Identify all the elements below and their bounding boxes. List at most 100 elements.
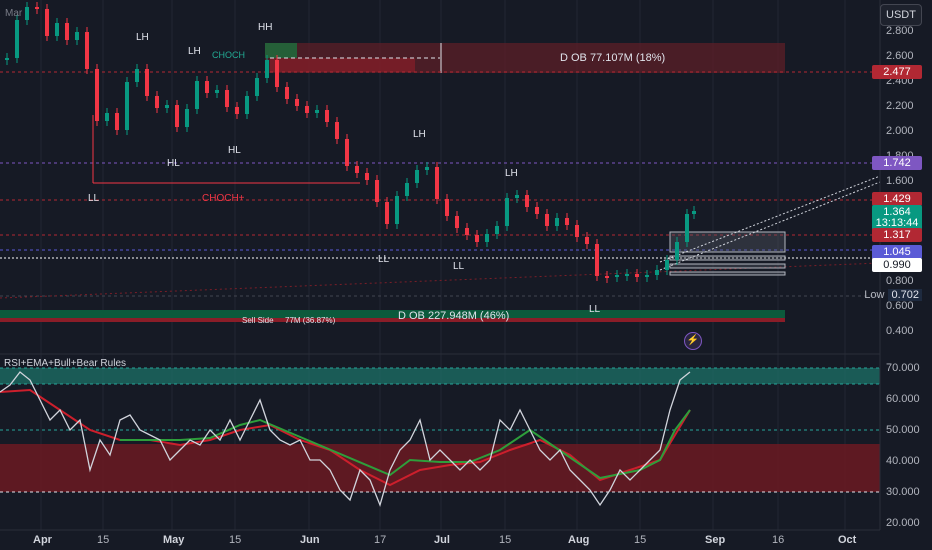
rsi-tick: 30.000 — [886, 486, 920, 498]
indicator-title[interactable]: RSI+EMA+Bull+Bear Rules — [4, 358, 127, 369]
candle-body — [635, 274, 639, 277]
candle-body — [105, 113, 109, 121]
candle-body — [495, 226, 499, 234]
candle-body — [75, 32, 79, 40]
price-tag: 2.477 — [872, 65, 922, 79]
sell-side-value: 77M (36.87%) — [285, 316, 336, 325]
time-tick: Aug — [568, 534, 590, 546]
time-tick: Sep — [705, 534, 726, 546]
price-tag: 1.364 — [872, 205, 922, 219]
candle-body — [355, 166, 359, 173]
price-tick: 2.000 — [886, 125, 914, 137]
time-tick: 15 — [229, 534, 242, 546]
label-lh-2: LH — [188, 46, 201, 57]
grid-lines — [40, 0, 846, 530]
candle-body — [675, 242, 679, 260]
candle-body — [225, 90, 229, 107]
candle-body — [65, 23, 69, 40]
projection-lines — [659, 175, 881, 271]
choch-green-box — [265, 43, 297, 58]
order-block-bottom-red — [0, 318, 785, 322]
candle-body — [305, 106, 309, 113]
lightning-icon[interactable]: ⚡ — [684, 332, 702, 350]
candle-body — [315, 110, 319, 113]
price-tag: 1.429 — [872, 192, 922, 206]
candle-body — [515, 195, 519, 198]
symbol-label: Mar — [5, 8, 23, 19]
candle-body — [155, 96, 159, 108]
price-tag: 13:13:44 — [872, 216, 922, 230]
label-ll-3: LL — [453, 261, 465, 272]
candle-body — [165, 105, 169, 108]
candle-body — [685, 214, 689, 242]
rsi-overbought-band — [0, 368, 880, 384]
label-lh-3: LH — [413, 129, 426, 140]
price-tick: 0.400 — [886, 325, 914, 337]
currency-button[interactable]: USDT — [880, 4, 922, 26]
label-lh-4: LH — [505, 168, 518, 179]
rsi-line — [0, 371, 691, 508]
candle-body — [15, 20, 19, 58]
candle-body — [295, 99, 299, 106]
candle-body — [115, 113, 119, 130]
candles — [5, 2, 696, 283]
candle-body — [215, 90, 219, 93]
candle-body — [595, 244, 599, 276]
candle-body — [585, 237, 589, 244]
candle-body — [535, 207, 539, 214]
candle-body — [405, 183, 409, 196]
candle-body — [365, 173, 369, 180]
candle-body — [655, 270, 659, 275]
candle-body — [35, 7, 39, 9]
candle-body — [255, 78, 259, 96]
candle-body — [575, 225, 579, 237]
label-ll-4: LL — [589, 304, 601, 315]
order-block-top-label: D OB 77.107M (18%) — [560, 52, 666, 64]
candle-body — [245, 96, 249, 114]
candle-body — [645, 275, 649, 277]
label-lh-1: LH — [136, 32, 149, 43]
price-tag: 1.045 — [872, 245, 922, 259]
label-ll-2: LL — [378, 254, 390, 265]
candle-body — [505, 198, 509, 226]
candle-body — [625, 274, 629, 276]
rsi-tick: 20.000 — [886, 517, 920, 529]
candle-body — [605, 276, 609, 278]
candle-body — [275, 60, 279, 87]
time-tick: Oct — [838, 534, 857, 546]
candle-body — [45, 9, 49, 36]
candle-body — [95, 69, 99, 121]
candle-body — [25, 7, 29, 20]
price-tick: 0.600 — [886, 300, 914, 312]
candle-body — [325, 110, 329, 122]
candle-body — [205, 81, 209, 93]
time-tick: 15 — [499, 534, 512, 546]
label-ll-1: LL — [88, 193, 100, 204]
order-block-bottom — [0, 310, 785, 319]
level-lines — [0, 71, 881, 299]
low-label: Low — [864, 289, 885, 301]
price-tick: 1.600 — [886, 175, 914, 187]
time-tick: 15 — [634, 534, 647, 546]
price-tick: 2.200 — [886, 100, 914, 112]
low-value: 0.702 — [888, 289, 922, 301]
price-tick: 2.600 — [886, 50, 914, 62]
candle-body — [285, 87, 289, 99]
candle-body — [195, 81, 199, 109]
candle-body — [465, 228, 469, 235]
candle-body — [125, 82, 129, 130]
candle-body — [692, 211, 696, 214]
candle-body — [545, 214, 549, 226]
candle-body — [265, 60, 269, 78]
candle-body — [345, 139, 349, 166]
label-choch-green: CHOCH — [212, 50, 245, 60]
candle-body — [455, 216, 459, 228]
sell-side-label: Sell Side — [242, 316, 274, 325]
time-tick: 15 — [97, 534, 110, 546]
order-block-bottom-label: D OB 227.948M (46%) — [398, 310, 510, 322]
candle-body — [555, 218, 559, 226]
candle-body — [395, 196, 399, 224]
candle-body — [385, 202, 389, 224]
candle-body — [425, 167, 429, 170]
